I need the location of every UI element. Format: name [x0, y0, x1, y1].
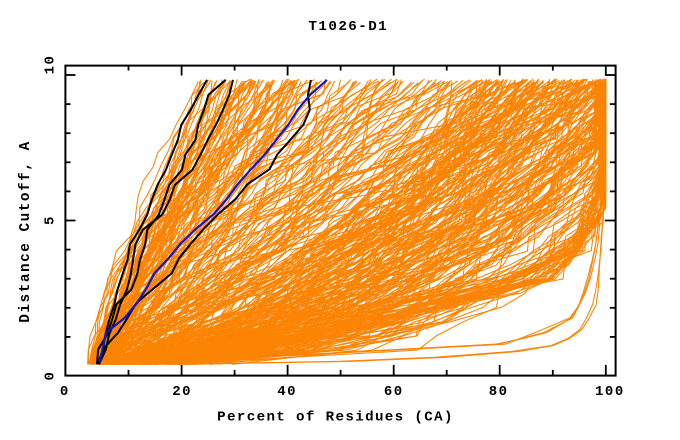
svg-text:20: 20: [172, 384, 192, 400]
svg-text:Distance Cutoff, A: Distance Cutoff, A: [18, 140, 34, 322]
svg-text:10: 10: [43, 55, 59, 75]
svg-text:T1026-D1: T1026-D1: [308, 19, 388, 35]
svg-text:100: 100: [595, 384, 625, 400]
svg-text:Percent of Residues (CA): Percent of Residues (CA): [217, 409, 454, 425]
svg-text:0: 0: [43, 371, 59, 381]
svg-text:0: 0: [60, 384, 70, 400]
svg-text:40: 40: [277, 384, 297, 400]
svg-text:5: 5: [43, 215, 59, 225]
svg-text:60: 60: [384, 384, 404, 400]
svg-text:80: 80: [489, 384, 509, 400]
